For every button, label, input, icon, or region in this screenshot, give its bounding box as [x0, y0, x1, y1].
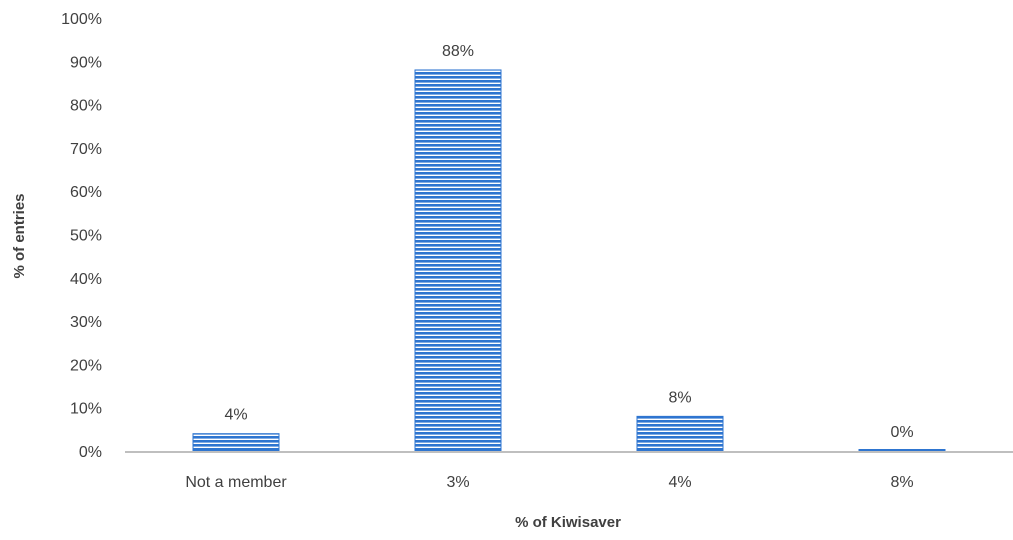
y-tick-label: 80%: [70, 98, 102, 115]
y-tick-label: 30%: [70, 314, 102, 331]
bars-group: [192, 69, 946, 452]
y-tick-label: 40%: [70, 271, 102, 288]
y-tick-label: 100%: [61, 11, 102, 28]
y-tick-label: 90%: [70, 54, 102, 71]
bar: [858, 449, 946, 452]
y-axis-tick-labels: 0% 10% 20% 30% 40% 50% 60% 70% 80% 90% 100%: [61, 11, 102, 461]
data-label: 8%: [668, 389, 691, 406]
bar: [414, 69, 502, 452]
data-label: 88%: [442, 43, 474, 60]
x-tick-label: 8%: [890, 474, 913, 491]
y-tick-label: 10%: [70, 401, 102, 418]
y-tick-label: 70%: [70, 141, 102, 158]
data-label: 4%: [224, 407, 247, 424]
x-axis-title: % of Kiwisaver: [515, 514, 621, 531]
x-tick-label: 4%: [668, 474, 691, 491]
data-label: 0%: [890, 424, 913, 441]
y-tick-label: 60%: [70, 184, 102, 201]
x-axis-tick-labels: Not a member 3% 4% 8%: [185, 474, 913, 491]
y-tick-label: 0%: [79, 444, 102, 461]
y-tick-label: 20%: [70, 357, 102, 374]
x-tick-label: 3%: [446, 474, 469, 491]
bar: [636, 415, 724, 452]
data-labels-group: 4% 88% 8% 0%: [224, 43, 913, 441]
y-axis-title: % of entries: [11, 193, 28, 278]
bar: [192, 433, 280, 452]
y-tick-label: 50%: [70, 228, 102, 245]
x-tick-label: Not a member: [185, 474, 287, 491]
